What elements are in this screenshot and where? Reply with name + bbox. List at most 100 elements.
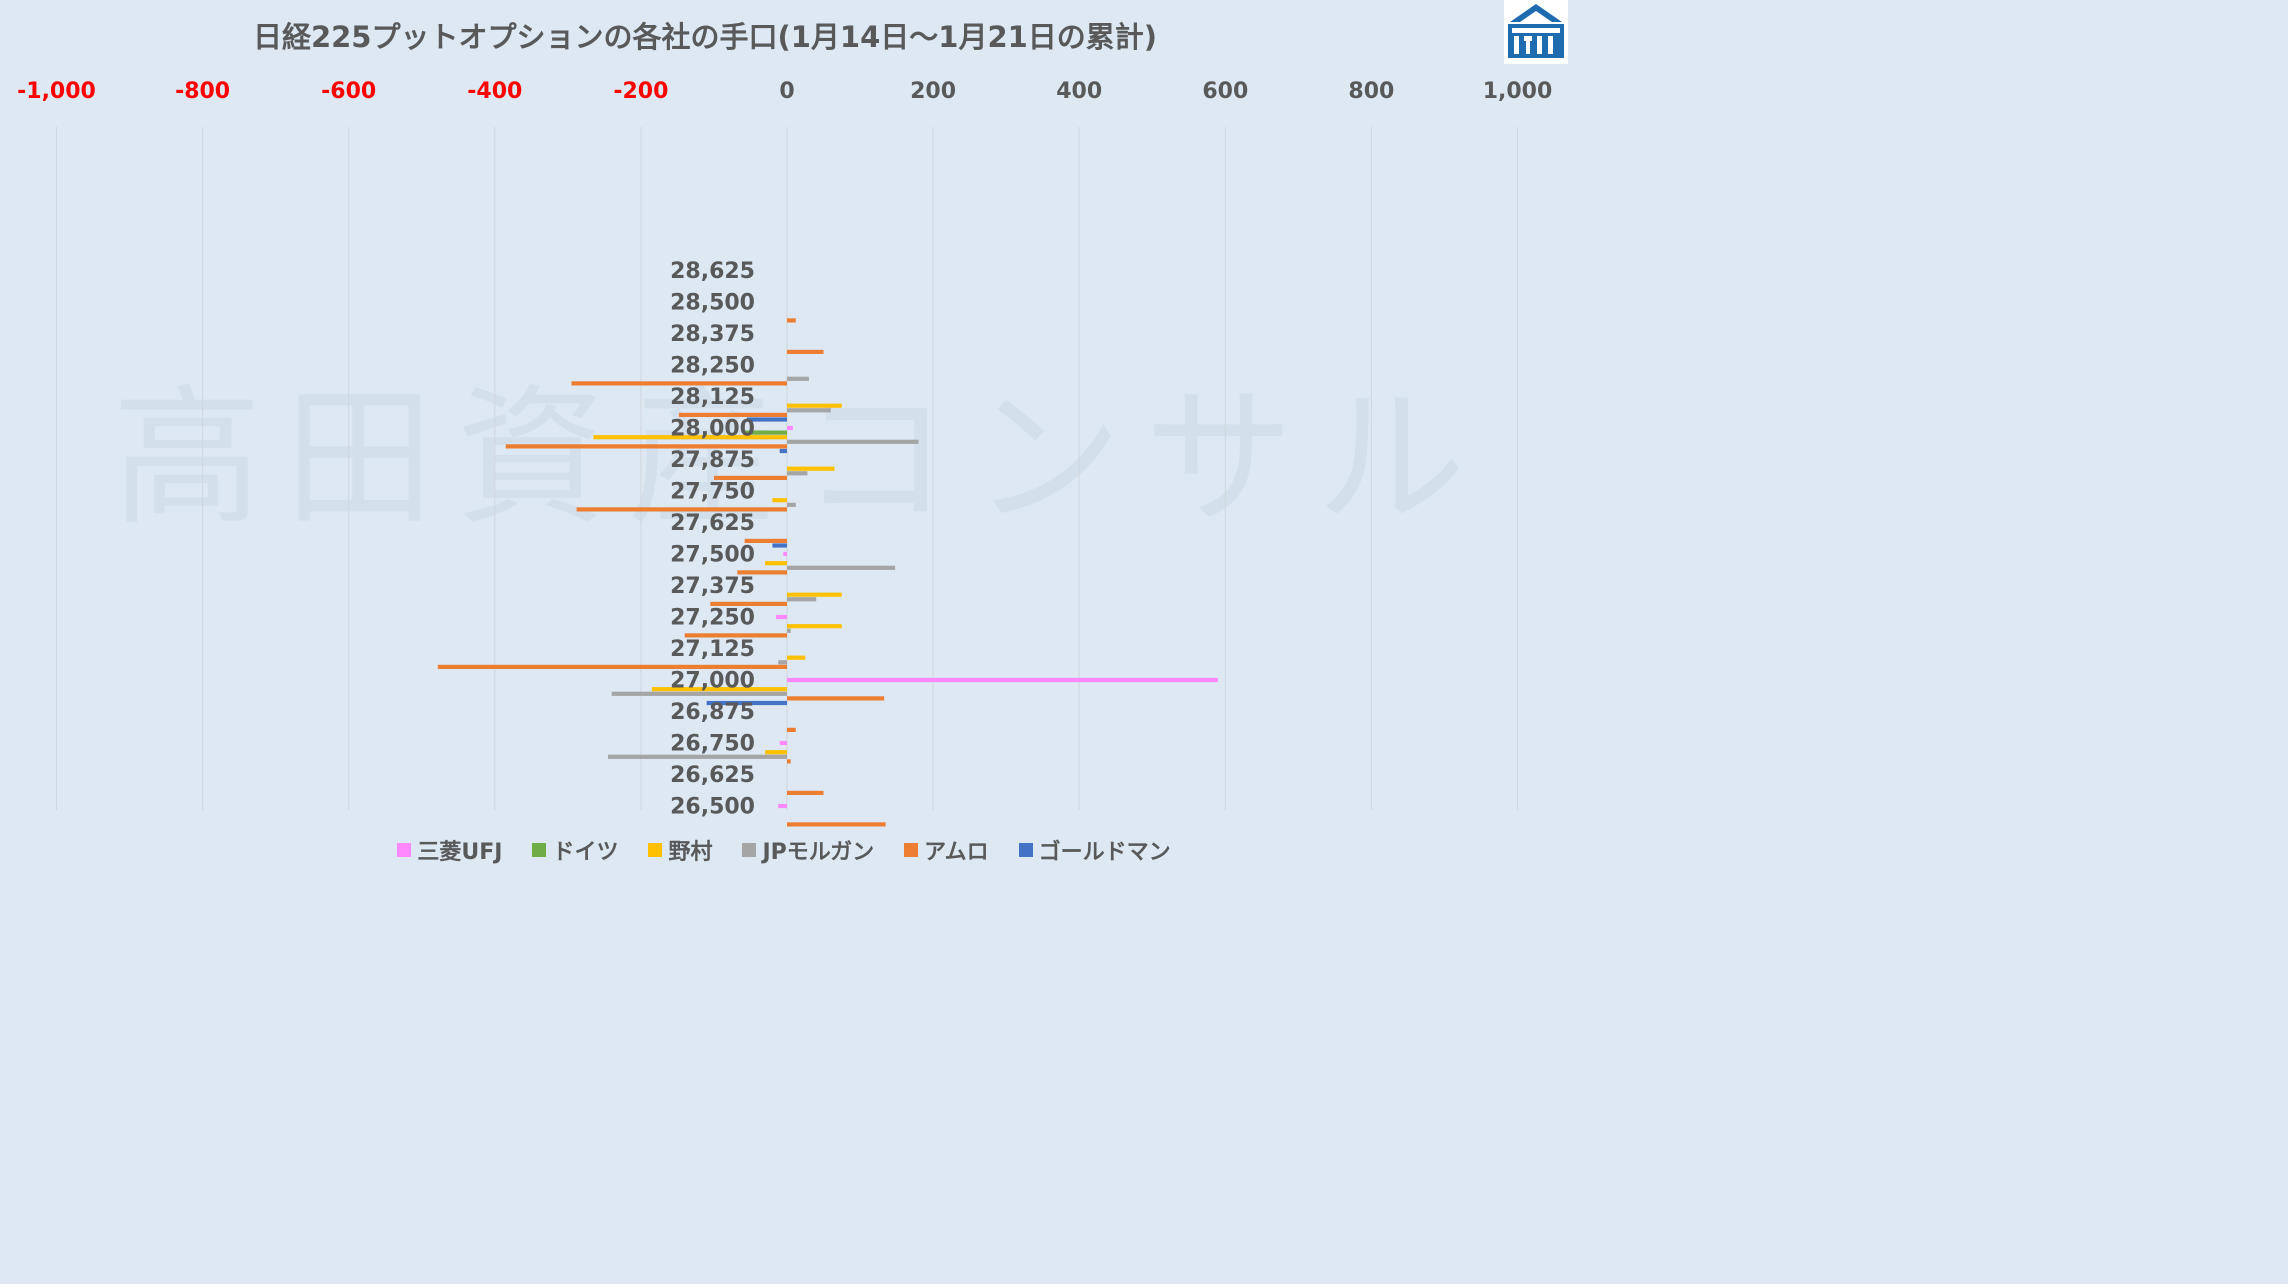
bar (611, 691, 787, 696)
bar (765, 561, 787, 566)
legend-label: JPモルガン (762, 840, 875, 865)
bar (787, 471, 808, 476)
bar (787, 696, 885, 701)
category-label: 27,500 (670, 543, 755, 568)
legend-swatch (648, 843, 663, 857)
bar (437, 664, 787, 669)
bar (608, 754, 787, 759)
category-label: 28,000 (670, 417, 755, 442)
category-label: 28,125 (670, 385, 755, 410)
bar (710, 601, 787, 606)
legend-item: ゴールドマン (1018, 834, 1171, 866)
category-label: 27,375 (670, 574, 755, 599)
category-label: 27,750 (670, 480, 755, 505)
bar (787, 502, 796, 507)
legend-swatch (1018, 843, 1033, 857)
legend-swatch (742, 843, 757, 857)
x-tick-label: 200 (910, 79, 956, 104)
category-label: 27,125 (670, 637, 755, 662)
bar (778, 803, 787, 809)
category-label: 27,875 (670, 448, 755, 473)
bar (787, 466, 835, 471)
x-tick-label: 400 (1056, 79, 1102, 104)
category-label: 26,875 (670, 700, 755, 725)
category-label: 26,625 (670, 763, 755, 788)
bar (678, 412, 787, 417)
x-tick-label: 0 (779, 79, 794, 104)
company-logo-icon (1504, 0, 1568, 64)
x-tick-label: -800 (175, 79, 230, 104)
bar (772, 543, 787, 548)
bar-chart: 高田資産コンサル -1,000 -800 -600 -400 -200 0 200 400 600… (17, 79, 1553, 827)
x-tick-label: -200 (613, 79, 668, 104)
chart-title: 日経225プットオプションの各社の手口(1月14日〜1月21日の累計) (252, 20, 1158, 54)
bar (746, 417, 787, 422)
bar (787, 425, 793, 431)
legend-item: ドイツ (532, 834, 618, 866)
category-label: 26,750 (670, 732, 755, 757)
x-tick-label: 800 (1348, 79, 1394, 104)
bar (787, 376, 809, 381)
legend-item: 三菱UFJ (397, 834, 502, 866)
legend-swatch (532, 843, 547, 857)
bar (787, 318, 796, 323)
x-tick-label: 600 (1202, 79, 1248, 104)
bar (744, 538, 787, 543)
category-label: 28,500 (670, 291, 755, 316)
bar (787, 727, 796, 732)
bar (787, 655, 806, 660)
bar (787, 439, 919, 444)
bar (787, 403, 842, 408)
bar (765, 750, 787, 755)
category-label: 27,000 (670, 669, 755, 694)
category-label: 27,250 (670, 606, 755, 631)
x-tick-label: 1,000 (1483, 79, 1553, 104)
x-tick-label: -600 (321, 79, 376, 104)
legend-item: アムロ (904, 834, 989, 866)
bar (787, 759, 791, 764)
bar (778, 660, 787, 665)
bar (576, 507, 787, 512)
x-tick-label: -1,000 (17, 79, 96, 104)
bar (743, 430, 787, 435)
category-label: 28,250 (670, 354, 755, 379)
bar (593, 435, 787, 440)
bar (737, 570, 787, 575)
bar (787, 677, 1218, 683)
legend-item: JPモルガン (742, 834, 874, 866)
bar (684, 633, 787, 638)
bar (787, 822, 886, 827)
bar (787, 628, 791, 633)
watermark-text: 高田資産コンサル (112, 372, 1488, 546)
bar (706, 700, 787, 706)
bar (505, 444, 787, 449)
legend-label: アムロ (924, 840, 989, 865)
bar (787, 565, 896, 570)
category-label: 26,500 (670, 795, 755, 820)
legend-label: 三菱UFJ (417, 840, 503, 865)
legend-item: 野村 (648, 834, 712, 866)
bar (713, 475, 787, 480)
bar (787, 624, 842, 629)
bar (776, 614, 787, 620)
category-label: 27,625 (670, 511, 755, 536)
bar (772, 498, 787, 503)
bar (787, 349, 824, 354)
category-label: 28,625 (670, 259, 755, 284)
bar (787, 408, 831, 413)
legend: 三菱UFJ ドイツ 野村 JPモルガン アムロ ゴールドマン (0, 832, 1568, 868)
x-tick-label: -400 (467, 79, 522, 104)
legend-label: 野村 (668, 840, 713, 865)
category-label: 28,375 (670, 322, 755, 347)
bar (783, 551, 787, 557)
bar (787, 597, 817, 602)
bar (571, 381, 787, 386)
bar (779, 448, 787, 454)
bar (651, 687, 787, 692)
bar (787, 790, 824, 795)
legend-label: ドイツ (552, 840, 619, 865)
legend-label: ゴールドマン (1038, 840, 1171, 865)
bar (779, 740, 787, 746)
legend-swatch (397, 843, 412, 857)
bar (787, 592, 842, 597)
